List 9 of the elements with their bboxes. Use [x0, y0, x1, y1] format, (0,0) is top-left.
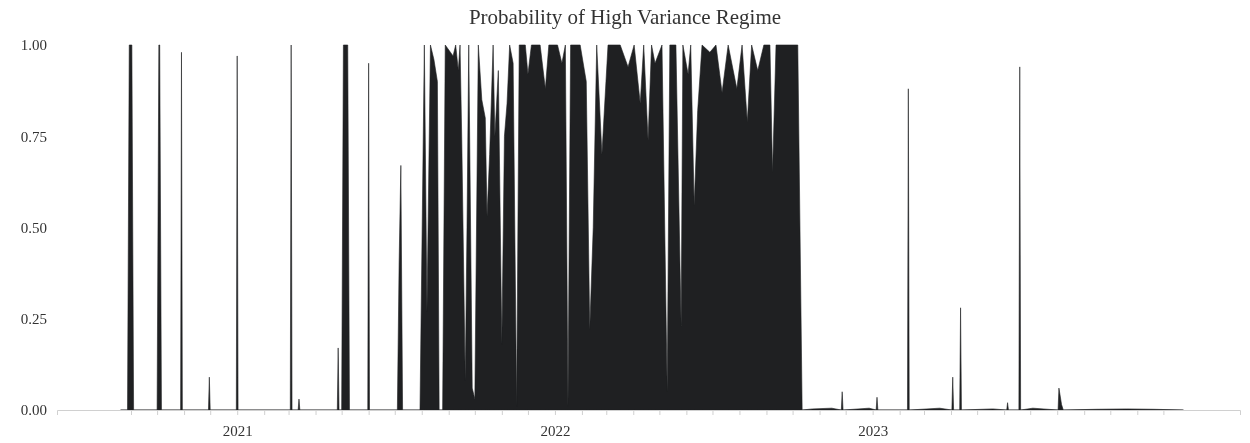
y-tick-label: 0.75 — [20, 128, 47, 145]
x-tick-label: 2023 — [858, 422, 889, 439]
y-tick-label: 1.00 — [20, 37, 47, 54]
chart-title: Probability of High Variance Regime — [468, 5, 782, 29]
x-tick-label: 2021 — [222, 422, 253, 439]
x-tick-label: 2022 — [540, 422, 571, 439]
y-tick-label: 0.25 — [20, 311, 47, 328]
y-tick-label: 0.50 — [20, 219, 47, 236]
y-tick-label: 0.00 — [20, 402, 47, 419]
